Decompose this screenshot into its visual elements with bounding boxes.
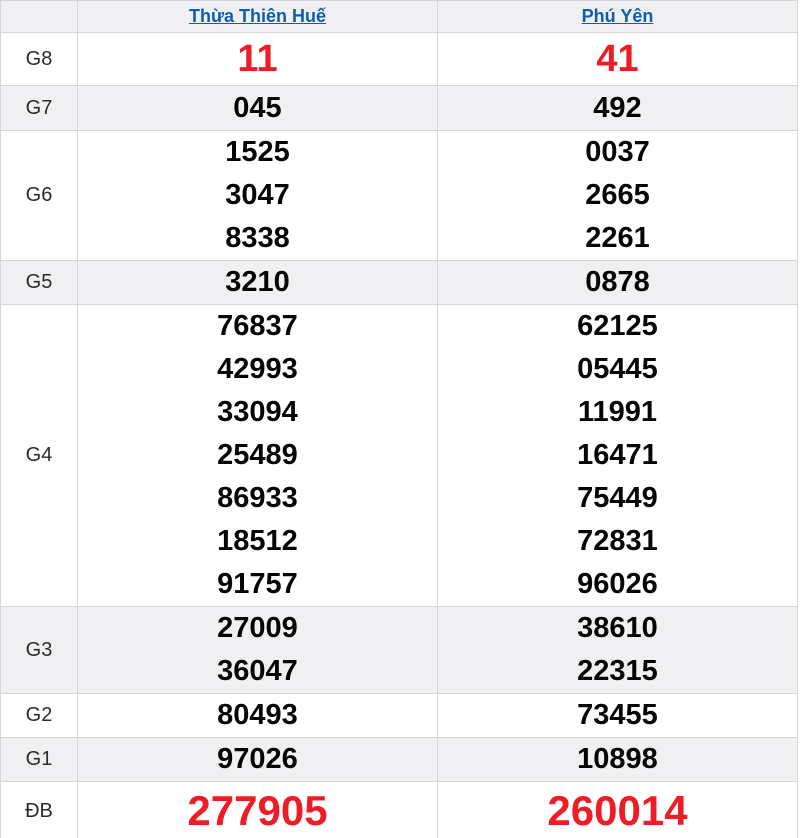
prize-value: 11 — [237, 38, 278, 80]
g6-hue-cell: 1525 3047 8338 — [77, 130, 438, 261]
prize-value: 75449 — [577, 482, 658, 514]
corner-cell — [0, 0, 78, 33]
prize-row-db: ĐB 277905 260014 — [0, 781, 798, 838]
prize-value: 73455 — [577, 699, 658, 731]
prize-value: 260014 — [547, 787, 688, 834]
prize-value: 80493 — [217, 699, 298, 731]
g4-phuyen-cell: 62125 05445 11991 16471 75449 72831 9602… — [437, 304, 798, 607]
prize-value: 05445 — [577, 353, 658, 385]
prize-value: 97026 — [217, 743, 298, 775]
prize-label-db: ĐB — [0, 781, 78, 838]
prize-value: 3047 — [225, 179, 290, 211]
prize-value: 42993 — [217, 353, 298, 385]
prize-value: 62125 — [577, 310, 658, 342]
prize-value: 492 — [593, 91, 642, 124]
prize-row-g2: G2 80493 73455 — [0, 693, 798, 738]
g4-hue-cell: 76837 42993 33094 25489 86933 18512 9175… — [77, 304, 438, 607]
prize-label-g3: G3 — [0, 606, 78, 694]
prize-row-g3: G3 27009 36047 38610 22315 — [0, 606, 798, 694]
province-link-hue[interactable]: Thừa Thiên Huế — [188, 6, 327, 26]
prize-value: 0037 — [585, 136, 650, 168]
prize-label-g7: G7 — [0, 85, 78, 131]
db-phuyen-cell: 260014 — [437, 781, 798, 838]
g8-phuyen-cell: 41 — [437, 32, 798, 86]
prize-value: 33094 — [217, 396, 298, 428]
prize-value: 277905 — [187, 787, 328, 834]
prize-row-g7: G7 045 492 — [0, 85, 798, 131]
prize-label-g8: G8 — [0, 32, 78, 86]
g2-hue-cell: 80493 — [77, 693, 438, 738]
prize-value: 38610 — [577, 612, 658, 644]
prize-value: 96026 — [577, 568, 658, 600]
prize-value: 72831 — [577, 525, 658, 557]
column-header-hue: Thừa Thiên Huế — [77, 0, 438, 33]
prize-value: 36047 — [217, 655, 298, 687]
prize-row-g5: G5 3210 0878 — [0, 260, 798, 305]
prize-label-g6: G6 — [0, 130, 78, 261]
prize-value: 10898 — [577, 743, 658, 775]
g3-hue-cell: 27009 36047 — [77, 606, 438, 694]
prize-value: 18512 — [217, 525, 298, 557]
g3-phuyen-cell: 38610 22315 — [437, 606, 798, 694]
column-header-phu-yen: Phú Yên — [437, 0, 798, 33]
header-row: Thừa Thiên Huế Phú Yên — [0, 0, 798, 33]
prize-value: 76837 — [217, 310, 298, 342]
prize-value: 25489 — [217, 439, 298, 471]
g2-phuyen-cell: 73455 — [437, 693, 798, 738]
prize-value: 2261 — [585, 222, 650, 254]
prize-value: 41 — [596, 38, 639, 80]
g7-phuyen-cell: 492 — [437, 85, 798, 131]
province-link-phu-yen[interactable]: Phú Yên — [581, 6, 654, 26]
prize-value: 91757 — [217, 568, 298, 600]
prize-row-g6: G6 1525 3047 8338 0037 2665 2261 — [0, 130, 798, 261]
prize-value: 3210 — [225, 266, 290, 298]
prize-row-g1: G1 97026 10898 — [0, 737, 798, 782]
prize-value: 11991 — [577, 396, 658, 428]
prize-label-g5: G5 — [0, 260, 78, 305]
prize-value: 86933 — [217, 482, 298, 514]
prize-value: 0878 — [585, 266, 650, 298]
g5-hue-cell: 3210 — [77, 260, 438, 305]
g6-phuyen-cell: 0037 2665 2261 — [437, 130, 798, 261]
g5-phuyen-cell: 0878 — [437, 260, 798, 305]
prize-label-g1: G1 — [0, 737, 78, 782]
prize-value: 27009 — [217, 612, 298, 644]
prize-row-g8: G8 11 41 — [0, 32, 798, 86]
g1-phuyen-cell: 10898 — [437, 737, 798, 782]
prize-label-g2: G2 — [0, 693, 78, 738]
prize-value: 1525 — [225, 136, 290, 168]
prize-value: 045 — [233, 91, 282, 124]
prize-row-g4: G4 76837 42993 33094 25489 86933 18512 9… — [0, 304, 798, 607]
db-hue-cell: 277905 — [77, 781, 438, 838]
g7-hue-cell: 045 — [77, 85, 438, 131]
prize-label-g4: G4 — [0, 304, 78, 607]
prize-value: 8338 — [225, 222, 290, 254]
g8-hue-cell: 11 — [77, 32, 438, 86]
g1-hue-cell: 97026 — [77, 737, 438, 782]
prize-value: 16471 — [577, 439, 658, 471]
prize-value: 22315 — [577, 655, 658, 687]
prize-value: 2665 — [585, 179, 650, 211]
